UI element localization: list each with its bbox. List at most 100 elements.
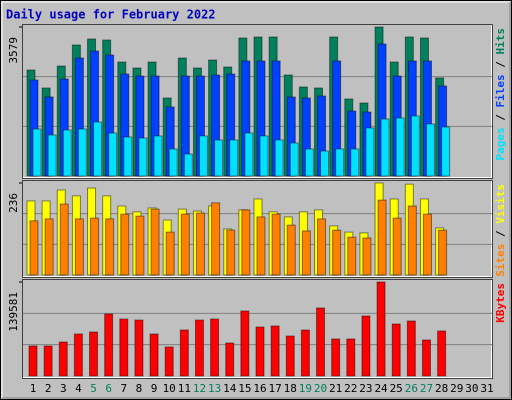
bar: [123, 136, 133, 177]
bar: [32, 128, 42, 177]
bar: [332, 229, 342, 276]
x-tick-label: 11: [178, 382, 191, 395]
bar: [365, 127, 375, 177]
bar: [47, 134, 57, 177]
bar: [335, 148, 345, 177]
x-tick-label: 29: [450, 382, 463, 395]
x-tick-label: 4: [75, 382, 82, 395]
bar: [211, 202, 221, 276]
bar: [244, 132, 254, 177]
bar: [395, 117, 405, 177]
x-tick-label: 1: [30, 382, 37, 395]
bar: [362, 237, 372, 276]
bar: [226, 229, 236, 276]
bar: [135, 215, 145, 276]
bar: [286, 224, 296, 276]
legend-entry: Sites: [494, 244, 507, 277]
bar: [289, 142, 299, 177]
bar: [183, 153, 193, 177]
bar: [104, 313, 114, 377]
bar: [425, 123, 435, 177]
bar: [331, 338, 341, 377]
bar: [225, 342, 235, 377]
bar: [195, 212, 205, 276]
bar: [317, 218, 327, 276]
bar: [165, 231, 175, 276]
x-tick-label: 14: [223, 382, 237, 395]
x-tick-label: 6: [105, 382, 112, 395]
x-tick-label: 19: [299, 382, 312, 395]
bar: [438, 229, 448, 276]
legend: KBytes: [494, 283, 507, 323]
y-tick-label: 139581: [7, 292, 20, 332]
bar: [240, 310, 250, 377]
bar: [74, 218, 84, 276]
x-tick-label: 15: [238, 382, 251, 395]
x-tick-label: 5: [90, 382, 97, 395]
x-tick-label: 31: [480, 382, 493, 395]
legend-separator: /: [494, 224, 507, 244]
x-tick-label: 17: [269, 382, 282, 395]
legend-entry: Pages: [494, 127, 507, 160]
bar: [134, 319, 144, 377]
bar: [198, 135, 208, 177]
bar: [168, 148, 178, 177]
bar: [214, 139, 224, 177]
bar: [43, 345, 53, 377]
bar: [285, 335, 295, 377]
bar: [259, 135, 269, 177]
bar: [105, 218, 115, 276]
bar: [179, 329, 189, 377]
bar: [93, 121, 103, 177]
bar: [229, 139, 239, 177]
y-tick-label: 3579: [7, 37, 20, 64]
bar: [153, 135, 163, 177]
bar: [58, 341, 68, 377]
bar: [437, 330, 447, 377]
bar: [210, 318, 220, 377]
bar: [180, 213, 190, 276]
bar: [29, 220, 39, 276]
bar: [89, 331, 99, 377]
x-tick-label: 12: [193, 382, 206, 395]
x-tick-label: 2: [45, 382, 52, 395]
bar: [271, 213, 281, 276]
bar: [304, 148, 314, 177]
bar: [108, 132, 118, 177]
bar: [376, 281, 386, 377]
x-tick-label: 30: [465, 382, 478, 395]
x-tick-label: 24: [374, 382, 388, 395]
bar: [377, 199, 387, 276]
bar: [350, 148, 360, 177]
legend-separator: /: [494, 55, 507, 75]
bar: [241, 209, 251, 276]
bar: [347, 236, 357, 276]
bar: [90, 217, 100, 276]
y-tick-label: 236: [7, 193, 20, 213]
x-tick-label: 3: [60, 382, 67, 395]
bar: [44, 218, 54, 276]
legend-entry: Visits: [494, 184, 507, 224]
bar: [274, 139, 284, 177]
chart-title: Daily usage for February 2022: [6, 8, 216, 22]
bar: [119, 318, 129, 377]
bar: [149, 333, 159, 377]
bar: [120, 213, 130, 276]
x-tick-label: 18: [284, 382, 297, 395]
bar: [441, 126, 451, 177]
legend: Pages / Files / Hits: [494, 28, 507, 161]
bar: [28, 345, 38, 377]
x-tick-label: 23: [359, 382, 372, 395]
bar: [270, 325, 280, 377]
bar: [138, 137, 148, 177]
bar: [150, 208, 160, 276]
legend: Sites / Visits: [494, 184, 507, 277]
x-tick-label: 10: [163, 382, 176, 395]
bar: [361, 315, 371, 377]
bar: [380, 118, 390, 177]
bar: [392, 217, 402, 276]
bar: [391, 323, 401, 377]
bar: [59, 203, 69, 276]
